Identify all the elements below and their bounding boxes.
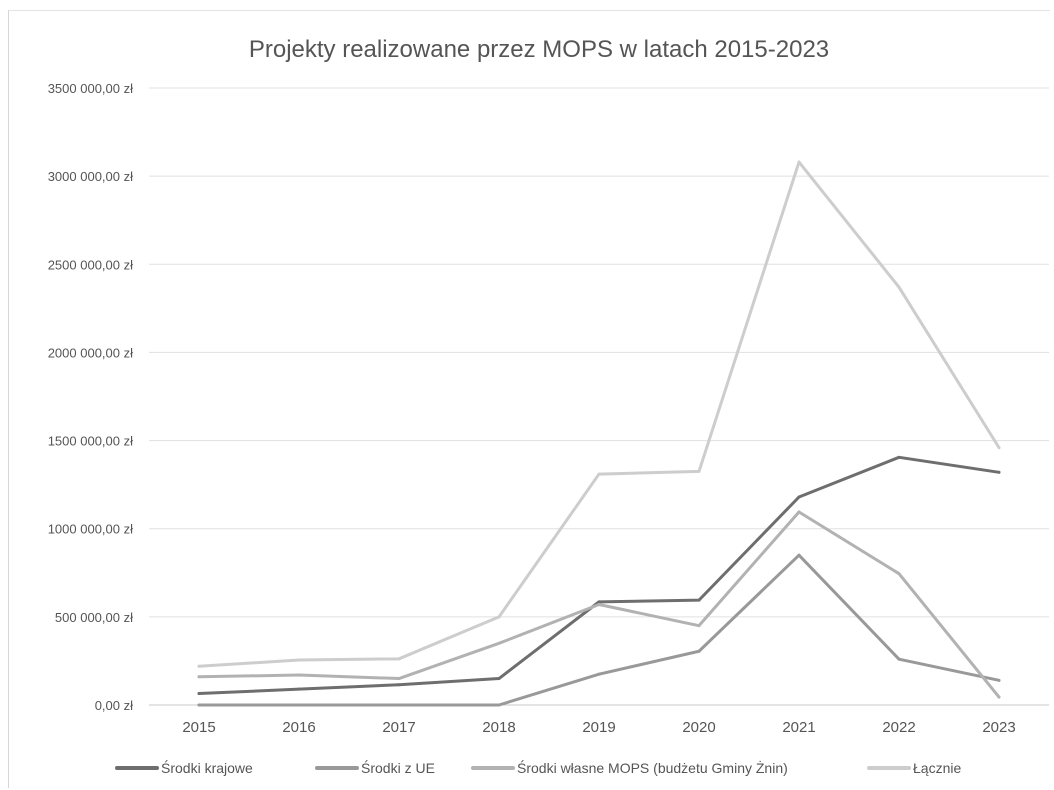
line-chart: 0,00 zł 500 000,00 zł 1000 000,00 zł 1500 0… <box>48 36 1049 776</box>
data-point <box>197 703 201 707</box>
data-point <box>497 641 501 645</box>
legend-item: Środki krajowe <box>115 759 253 776</box>
x-tick-label: 2017 <box>382 719 415 736</box>
data-point <box>597 672 601 676</box>
legend-item: Środki z UE <box>315 759 435 776</box>
y-tick-label: 3000 000,00 zł <box>48 169 133 184</box>
x-tick-label: 2021 <box>782 719 815 736</box>
x-axis-ticks: 2015 2016 2017 2018 2019 2020 2021 2022 2023 <box>182 719 1015 736</box>
y-tick-label: 1000 000,00 zł <box>48 522 133 537</box>
gridlines <box>149 87 1049 706</box>
data-point <box>297 687 301 691</box>
data-point <box>397 683 401 687</box>
x-tick-label: 2022 <box>882 719 915 736</box>
y-tick-label: 1500 000,00 zł <box>48 434 133 449</box>
data-point <box>997 678 1001 682</box>
data-point <box>397 677 401 681</box>
y-tick-label: 500 000,00 zł <box>55 610 133 625</box>
x-tick-label: 2018 <box>482 719 515 736</box>
y-tick-label: 2000 000,00 zł <box>48 345 133 360</box>
data-point <box>297 703 301 707</box>
x-tick-label: 2019 <box>582 719 615 736</box>
x-tick-label: 2020 <box>682 719 715 736</box>
legend-label: Łącznie <box>913 760 961 776</box>
data-point <box>697 649 701 653</box>
series-line-1 <box>197 455 1001 696</box>
data-point <box>597 472 601 476</box>
data-point <box>797 553 801 557</box>
data-point <box>797 160 801 164</box>
chart-frame: 0,00 zł 500 000,00 zł 1000 000,00 zł 1500 0… <box>8 10 1050 788</box>
data-point <box>297 673 301 677</box>
data-point <box>897 455 901 459</box>
data-point <box>997 446 1001 450</box>
data-point <box>697 469 701 473</box>
data-point <box>697 598 701 602</box>
legend-label: Środki krajowe <box>161 759 253 776</box>
data-point <box>597 603 601 607</box>
data-point <box>897 285 901 289</box>
data-point <box>497 615 501 619</box>
data-point <box>997 470 1001 474</box>
legend-label: Środki z UE <box>361 759 435 776</box>
data-point <box>397 703 401 707</box>
data-point <box>897 572 901 576</box>
legend-item: Łącznie <box>867 760 961 776</box>
legend: Środki krajowe Środki z UE Środki własne M… <box>115 759 961 776</box>
data-point <box>897 657 901 661</box>
data-point <box>797 495 801 499</box>
chart-title: Projekty realizowane przez MOPS w latach… <box>249 36 829 63</box>
x-tick-label: 2023 <box>982 719 1015 736</box>
data-point <box>197 692 201 696</box>
y-tick-label: 2500 000,00 zł <box>48 257 133 272</box>
data-point <box>197 664 201 668</box>
data-point <box>797 510 801 514</box>
y-tick-label: 3500 000,00 zł <box>48 81 133 96</box>
data-point <box>697 624 701 628</box>
data-point <box>497 703 501 707</box>
series-lines <box>197 160 1001 707</box>
data-point <box>297 658 301 662</box>
data-point <box>597 600 601 604</box>
legend-label: Środki własne MOPS (budżetu Gminy Żnin) <box>517 759 788 776</box>
series-line-4 <box>197 160 1001 668</box>
series-line-2 <box>197 553 1001 707</box>
x-tick-label: 2015 <box>182 719 215 736</box>
y-tick-label: 0,00 zł <box>95 698 133 713</box>
data-point <box>197 675 201 679</box>
legend-item: Środki własne MOPS (budżetu Gminy Żnin) <box>471 759 788 776</box>
x-tick-label: 2016 <box>282 719 315 736</box>
data-point <box>497 677 501 681</box>
data-point <box>397 657 401 661</box>
data-point <box>997 695 1001 699</box>
y-axis-ticks: 0,00 zł 500 000,00 zł 1000 000,00 zł 1500 0… <box>48 81 133 713</box>
